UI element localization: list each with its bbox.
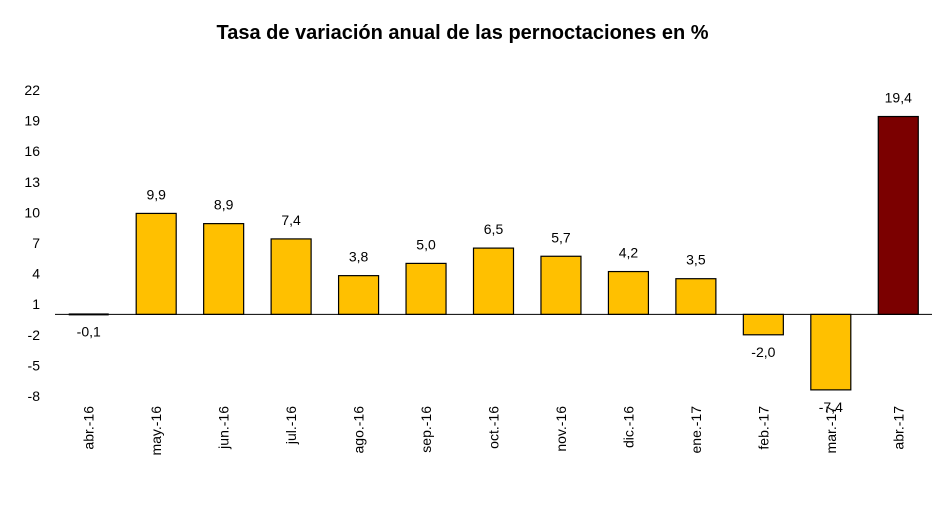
y-tick-label: 7 <box>32 235 40 251</box>
y-tick-label: 4 <box>32 266 40 282</box>
x-tick-label: oct.-16 <box>486 406 502 449</box>
x-tick-label: may.-16 <box>148 406 164 456</box>
x-tick-label: jul.-16 <box>283 406 299 445</box>
bar-jul-16 <box>270 238 312 316</box>
data-label: 5,0 <box>416 236 436 252</box>
y-tick-label: -2 <box>28 327 41 343</box>
y-tick-label: 13 <box>24 174 40 190</box>
data-label: 6,5 <box>484 221 504 237</box>
bar-nov-16 <box>540 255 582 316</box>
bar-oct-16 <box>472 247 515 316</box>
bar-ago-16 <box>337 275 380 316</box>
x-tick-label: ene.-17 <box>688 406 704 454</box>
y-tick-label: 1 <box>32 296 40 312</box>
bar-mar-17 <box>810 313 852 391</box>
data-label: 9,9 <box>146 186 166 202</box>
data-label: 3,8 <box>349 249 369 265</box>
data-label: 3,5 <box>686 252 706 268</box>
y-tick-label: 10 <box>24 204 40 220</box>
value-labels-group: -0,1 9,9 8,9 7,4 3,8 5,0 6,5 5,7 4,2 3,5 -2,0 -7,4 1… <box>77 90 912 415</box>
bar-may-16 <box>135 212 177 316</box>
y-axis: 22 19 16 13 10 7 4 1 -2 -5 -8 <box>24 82 40 404</box>
data-label: 7,4 <box>281 212 301 228</box>
data-label: 19,4 <box>885 90 912 106</box>
chart-title: Tasa de variación anual de las pernoctac… <box>216 22 709 44</box>
bars-group <box>68 115 919 391</box>
y-tick-label: 16 <box>24 143 40 159</box>
x-tick-label: jun.-16 <box>216 406 232 450</box>
y-tick-label: -5 <box>28 357 41 373</box>
bar-dic-16 <box>607 270 650 315</box>
data-label: 4,2 <box>619 245 639 261</box>
x-tick-labels-group: abr.-16 may.-16 jun.-16 jul.-16 ago.-16 sep.-… <box>81 406 907 456</box>
y-tick-label: 22 <box>24 82 40 98</box>
data-label: 8,9 <box>214 197 234 213</box>
bar-abr-17 <box>877 115 919 316</box>
x-tick-label: dic.-16 <box>620 406 636 448</box>
bar-sep-16 <box>405 262 447 315</box>
y-tick-label: 19 <box>24 113 40 129</box>
x-tick-label: sep.-16 <box>418 406 434 453</box>
x-tick-label: mar.-17 <box>823 406 839 454</box>
x-tick-label: abr.-16 <box>81 406 97 450</box>
bar-feb-17 <box>742 313 784 336</box>
data-label: -2,0 <box>751 344 775 360</box>
data-label: 5,7 <box>551 229 571 245</box>
bar-ene-17 <box>675 278 717 316</box>
x-tick-label: ago.-16 <box>351 406 367 454</box>
data-label: -7,4 <box>819 399 843 415</box>
y-tick-label: -8 <box>28 388 41 404</box>
x-tick-label: feb.-17 <box>755 406 771 450</box>
bar-jun-16 <box>203 223 245 315</box>
x-tick-label: abr.-17 <box>890 406 906 450</box>
x-tick-label: nov.-16 <box>553 406 569 452</box>
data-label: -0,1 <box>77 323 101 339</box>
